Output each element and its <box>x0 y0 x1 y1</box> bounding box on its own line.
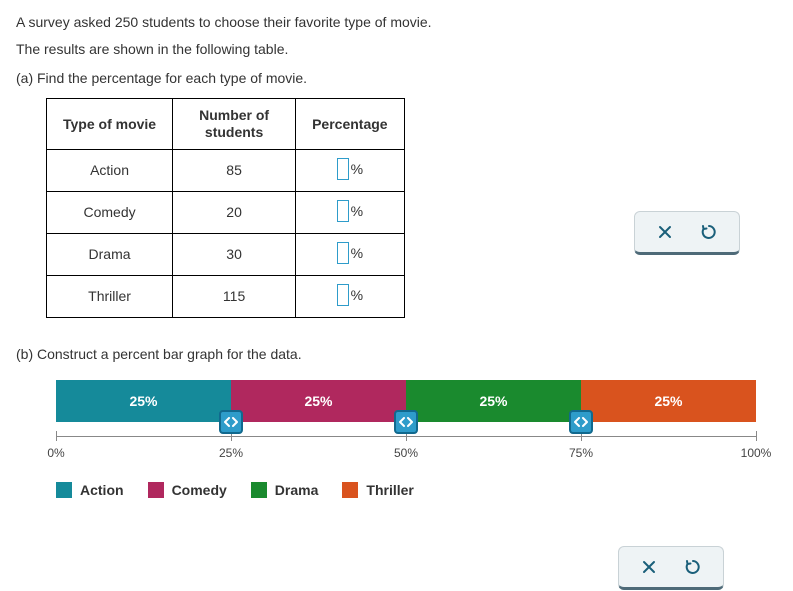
intro-line-1: A survey asked 250 students to choose th… <box>16 12 777 33</box>
legend: Action Comedy Drama Thriller <box>56 482 777 498</box>
legend-item: Action <box>56 482 124 498</box>
percent-suffix: % <box>351 161 363 177</box>
intro-line-2: The results are shown in the following t… <box>16 39 777 60</box>
bar-axis: 0%25%50%75%100% <box>56 436 756 466</box>
legend-swatch <box>148 482 164 498</box>
cell-type: Drama <box>47 233 173 275</box>
drag-handle[interactable] <box>219 410 243 434</box>
cell-pct: % <box>296 191 404 233</box>
movie-table: Type of movie Number of students Percent… <box>46 98 405 318</box>
legend-label: Drama <box>275 482 319 498</box>
bar-segment: 25% <box>581 380 756 422</box>
axis-tick <box>756 431 757 441</box>
col-header-num: Number of students <box>173 99 296 150</box>
axis-tick <box>56 431 57 441</box>
legend-item: Thriller <box>342 482 413 498</box>
cell-pct: % <box>296 275 404 317</box>
close-icon[interactable] <box>655 222 675 242</box>
part-a-label: (a) Find the percentage for each type of… <box>16 70 777 86</box>
bar-segment: 25% <box>231 380 406 422</box>
legend-label: Action <box>80 482 124 498</box>
cell-pct: % <box>296 149 404 191</box>
legend-item: Comedy <box>148 482 227 498</box>
drag-handle[interactable] <box>569 410 593 434</box>
percent-suffix: % <box>351 203 363 219</box>
table-row: Comedy20% <box>47 191 405 233</box>
table-row: Action85% <box>47 149 405 191</box>
percent-suffix: % <box>351 287 363 303</box>
col-header-pct: Percentage <box>296 99 404 150</box>
percent-bar-graph: 25%25%25%25% 0%25%50%75%100% <box>56 380 756 466</box>
axis-tick-label: 50% <box>394 446 418 460</box>
percent-input[interactable] <box>337 158 349 180</box>
axis-tick-label: 75% <box>569 446 593 460</box>
bar-segment: 25% <box>406 380 581 422</box>
part-b-label: (b) Construct a percent bar graph for th… <box>16 346 777 362</box>
axis-tick-label: 0% <box>47 446 64 460</box>
drag-handle[interactable] <box>394 410 418 434</box>
cell-type: Thriller <box>47 275 173 317</box>
intro-count: 250 <box>115 14 138 30</box>
axis-tick-label: 25% <box>219 446 243 460</box>
percent-input[interactable] <box>337 200 349 222</box>
percent-suffix: % <box>351 245 363 261</box>
cell-type: Comedy <box>47 191 173 233</box>
legend-swatch <box>251 482 267 498</box>
cell-num: 115 <box>173 275 296 317</box>
percent-input[interactable] <box>337 284 349 306</box>
cell-type: Action <box>47 149 173 191</box>
legend-label: Comedy <box>172 482 227 498</box>
legend-swatch <box>56 482 72 498</box>
bar-track: 25%25%25%25% <box>56 380 756 422</box>
cell-num: 20 <box>173 191 296 233</box>
table-row: Drama30% <box>47 233 405 275</box>
reset-icon[interactable] <box>683 557 703 577</box>
action-panel-bottom <box>618 546 724 590</box>
table-row: Thriller115% <box>47 275 405 317</box>
cell-pct: % <box>296 233 404 275</box>
axis-tick-label: 100% <box>741 446 772 460</box>
legend-item: Drama <box>251 482 319 498</box>
percent-input[interactable] <box>337 242 349 264</box>
reset-icon[interactable] <box>699 222 719 242</box>
bar-segment: 25% <box>56 380 231 422</box>
cell-num: 85 <box>173 149 296 191</box>
col-header-type: Type of movie <box>47 99 173 150</box>
intro-text-b: students to choose their favorite type o… <box>138 14 431 30</box>
action-panel-top <box>634 211 740 255</box>
legend-swatch <box>342 482 358 498</box>
legend-label: Thriller <box>366 482 413 498</box>
cell-num: 30 <box>173 233 296 275</box>
intro-text-a: A survey asked <box>16 14 115 30</box>
close-icon[interactable] <box>639 557 659 577</box>
